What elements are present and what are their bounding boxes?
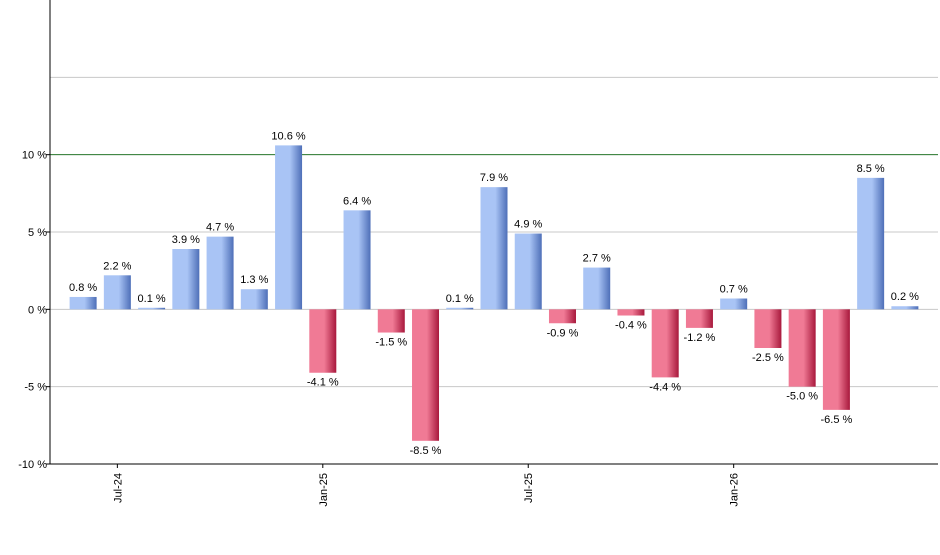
data-label: 8.5 % xyxy=(857,163,885,175)
data-label: 4.7 % xyxy=(206,222,234,234)
y-tick-label: 0 % xyxy=(28,304,47,316)
data-label: 0.2 % xyxy=(891,291,919,303)
x-tick-label: Jan-26 xyxy=(729,473,741,507)
bar-positive xyxy=(446,307,474,310)
x-tick-label: Jul-24 xyxy=(112,473,124,503)
data-label: -8.5 % xyxy=(410,445,442,457)
bar-positive xyxy=(343,210,371,310)
bar-negative xyxy=(412,309,440,441)
data-label: 10.6 % xyxy=(271,130,305,142)
axes xyxy=(46,0,938,468)
data-label: 3.9 % xyxy=(172,234,200,246)
data-label: 7.9 % xyxy=(480,172,508,184)
data-labels: 0.8 % 2.2 % 0.1 % 3.9 % 4.7 % 1.3 % 10.6 % -4.1… xyxy=(69,130,919,456)
y-tick-label: 5 % xyxy=(28,227,47,239)
data-label: 6.4 % xyxy=(343,195,371,207)
data-label: 4.9 % xyxy=(514,219,542,231)
bar-positive xyxy=(206,236,234,310)
bar-negative xyxy=(788,309,816,387)
data-label: 0.7 % xyxy=(720,284,748,296)
data-label: -0.9 % xyxy=(547,327,579,339)
data-label: -0.4 % xyxy=(615,320,647,332)
bar-positive xyxy=(172,249,200,310)
bar-positive xyxy=(514,233,542,310)
bar-negative xyxy=(309,309,337,373)
bar-negative xyxy=(377,309,405,333)
bars xyxy=(69,145,919,441)
y-tick-label: 10 % xyxy=(22,150,47,162)
data-label: -2.5 % xyxy=(752,352,784,364)
bar-negative xyxy=(617,309,645,316)
bar-negative xyxy=(651,309,679,378)
bar-positive xyxy=(240,289,268,310)
data-label: 0.8 % xyxy=(69,282,97,294)
bar-positive xyxy=(275,145,303,310)
data-label: 2.2 % xyxy=(103,260,131,272)
data-label: 0.1 % xyxy=(446,293,474,305)
bar-negative xyxy=(822,309,850,410)
y-tick-label: -5 % xyxy=(24,382,47,394)
data-label: -1.5 % xyxy=(375,337,407,349)
tick-labels: 10 % 5 % 0 % -5 % -10 % Jul-24 Jan-25 Jul-25 Jan… xyxy=(18,150,740,507)
bar-positive xyxy=(69,296,97,310)
bar-positive xyxy=(103,275,131,310)
data-label: -6.5 % xyxy=(821,414,853,426)
data-label: -5.0 % xyxy=(786,391,818,403)
bar-negative xyxy=(548,309,576,324)
data-label: 1.3 % xyxy=(240,274,268,286)
x-tick-label: Jan-25 xyxy=(318,473,330,507)
bar-positive xyxy=(583,267,611,310)
bar-negative xyxy=(685,309,713,328)
bar-positive xyxy=(891,306,919,310)
data-label: -1.2 % xyxy=(684,332,716,344)
data-label: -4.1 % xyxy=(307,377,339,389)
data-label: 0.1 % xyxy=(138,293,166,305)
y-tick-label: -10 % xyxy=(18,459,47,471)
bar-negative xyxy=(754,309,782,348)
bar-positive xyxy=(138,307,166,310)
bar-positive xyxy=(857,177,885,310)
bar-positive xyxy=(480,187,508,310)
data-label: -4.4 % xyxy=(649,381,681,393)
bar-positive xyxy=(720,298,748,310)
x-tick-label: Jul-25 xyxy=(523,473,535,503)
data-label: 2.7 % xyxy=(583,253,611,265)
